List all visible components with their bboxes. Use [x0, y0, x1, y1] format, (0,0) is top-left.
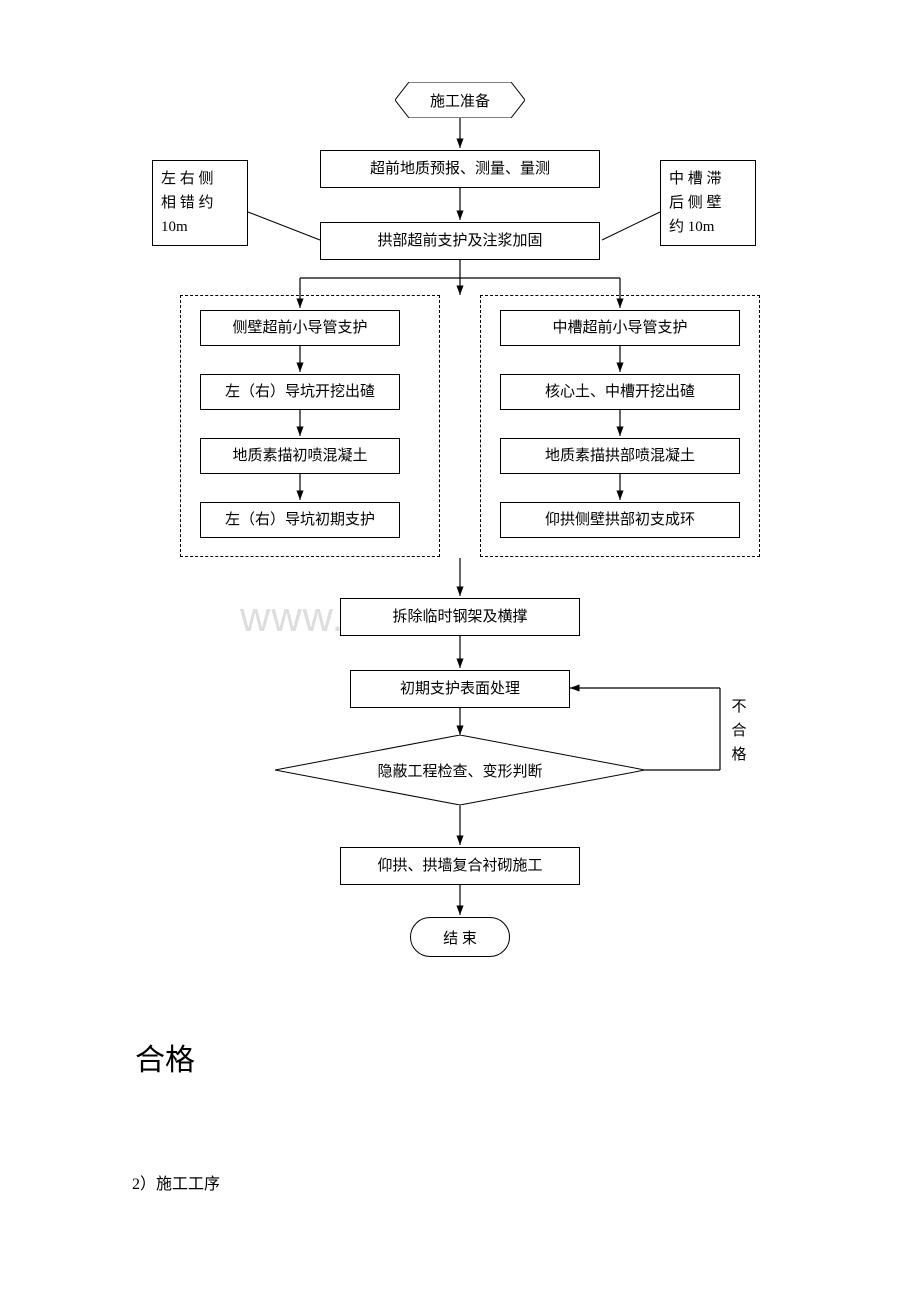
section-label: 2）施工工序: [132, 1170, 220, 1194]
side-note-left: 左 右 侧 相 错 约 10m: [152, 160, 248, 246]
step-arch-support: 拱部超前支护及注浆加固: [320, 222, 600, 260]
start-label: 施工准备: [395, 82, 525, 118]
left-step-d: 左（右）导坑初期支护: [200, 502, 400, 538]
step-forecast: 超前地质预报、测量、量测: [320, 150, 600, 188]
start-terminator: 施工准备: [395, 82, 525, 118]
right-step-b: 核心土、中槽开挖出碴: [500, 374, 740, 410]
left-step-b: 左（右）导坑开挖出碴: [200, 374, 400, 410]
side-right-line3: 约 10m: [669, 215, 747, 239]
side-note-right: 中 槽 滞 后 侧 壁 约 10m: [660, 160, 756, 246]
decision: 隐蔽工程检查、变形判断: [275, 735, 645, 805]
connectors: [0, 0, 920, 1302]
right-step-d: 仰拱侧壁拱部初支成环: [500, 502, 740, 538]
page: www.bdocx.com: [0, 0, 920, 1302]
right-step-a: 中槽超前小导管支护: [500, 310, 740, 346]
fail-label: 不合格: [730, 695, 748, 767]
step-lining: 仰拱、拱墙复合衬砌施工: [340, 847, 580, 885]
decision-label: 隐蔽工程检查、变形判断: [275, 735, 645, 805]
side-left-line1: 左 右 侧: [161, 167, 239, 191]
side-left-line2: 相 错 约: [161, 191, 239, 215]
step-remove-temp: 拆除临时钢架及横撑: [340, 598, 580, 636]
left-step-a: 侧壁超前小导管支护: [200, 310, 400, 346]
right-step-c: 地质素描拱部喷混凝土: [500, 438, 740, 474]
side-right-line2: 后 侧 壁: [669, 191, 747, 215]
step-surface: 初期支护表面处理: [350, 670, 570, 708]
side-left-line3: 10m: [161, 215, 239, 239]
side-right-line1: 中 槽 滞: [669, 167, 747, 191]
left-step-c: 地质素描初喷混凝土: [200, 438, 400, 474]
pass-label: 合格: [135, 1035, 195, 1079]
end-terminator: 结 束: [410, 917, 510, 957]
